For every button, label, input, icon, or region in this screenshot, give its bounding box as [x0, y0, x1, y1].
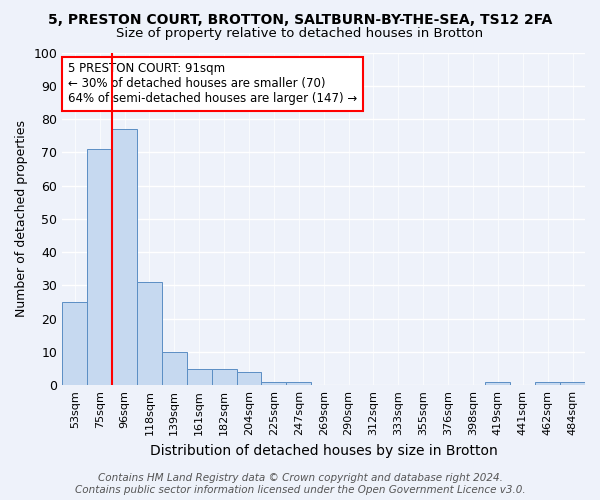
- Bar: [62, 302, 87, 385]
- Bar: [212, 368, 236, 385]
- Text: 5 PRESTON COURT: 91sqm
← 30% of detached houses are smaller (70)
64% of semi-det: 5 PRESTON COURT: 91sqm ← 30% of detached…: [68, 62, 357, 106]
- Bar: [162, 352, 187, 385]
- Bar: [535, 382, 560, 385]
- Bar: [137, 282, 162, 385]
- X-axis label: Distribution of detached houses by size in Brotton: Distribution of detached houses by size …: [150, 444, 497, 458]
- Bar: [485, 382, 511, 385]
- Bar: [112, 129, 137, 385]
- Text: Contains HM Land Registry data © Crown copyright and database right 2024.
Contai: Contains HM Land Registry data © Crown c…: [74, 474, 526, 495]
- Bar: [236, 372, 262, 385]
- Y-axis label: Number of detached properties: Number of detached properties: [15, 120, 28, 318]
- Bar: [87, 149, 112, 385]
- Bar: [262, 382, 286, 385]
- Bar: [286, 382, 311, 385]
- Text: 5, PRESTON COURT, BROTTON, SALTBURN-BY-THE-SEA, TS12 2FA: 5, PRESTON COURT, BROTTON, SALTBURN-BY-T…: [48, 12, 552, 26]
- Text: Size of property relative to detached houses in Brotton: Size of property relative to detached ho…: [116, 28, 484, 40]
- Bar: [560, 382, 585, 385]
- Bar: [187, 368, 212, 385]
